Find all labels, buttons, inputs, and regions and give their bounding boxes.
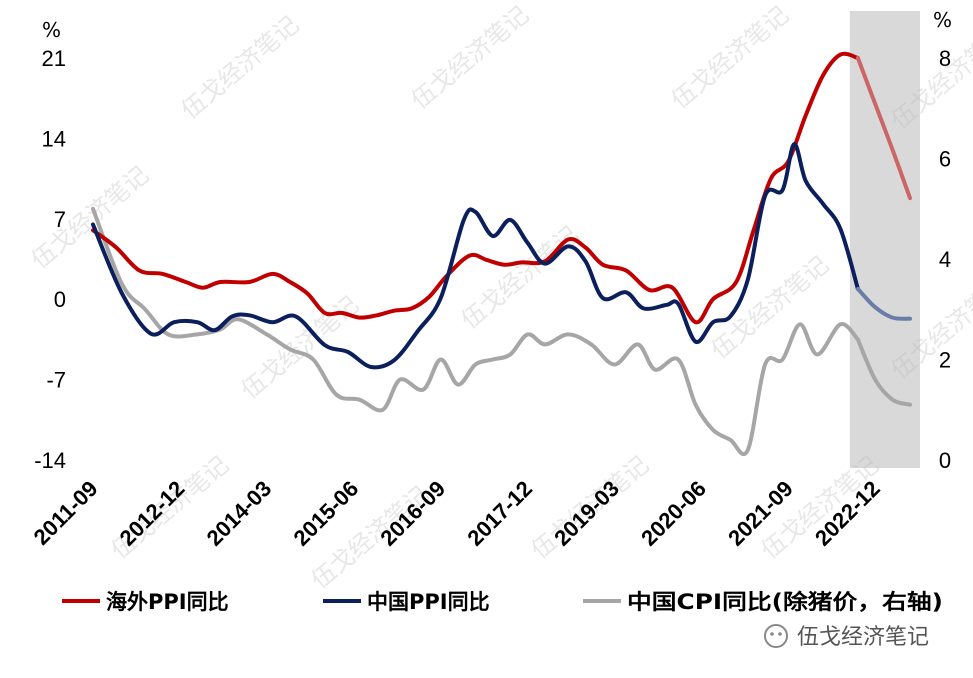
forecast-shade [849, 11, 920, 468]
x-tick-label: 2017-12 [462, 476, 537, 551]
left-tick-label: -14 [34, 448, 66, 473]
left-axis-unit: % [42, 18, 61, 42]
left-tick-label: 14 [42, 126, 66, 151]
legend-label-overseas-ppi: 海外PPI同比 [106, 590, 229, 614]
left-tick-label: 0 [54, 287, 66, 312]
watermark-text: 伍戈经济笔记 [706, 251, 834, 365]
right-tick-label: 0 [939, 448, 951, 473]
watermark-text: 伍戈经济笔记 [666, 1, 794, 115]
legend-label-china-ppi: 中国PPI同比 [367, 590, 490, 614]
watermark-text: 伍戈经济笔记 [26, 161, 154, 275]
watermark-text: 伍戈经济笔记 [406, 1, 534, 115]
wechat-icon-dot [778, 632, 782, 636]
right-tick-label: 2 [939, 348, 951, 373]
source-mark: 伍戈经济笔记 [764, 624, 929, 650]
wechat-icon-dot [770, 632, 774, 636]
x-tick-label: 2011-09 [29, 476, 103, 550]
right-axis-unit: % [933, 8, 952, 32]
watermark-text: 伍戈经济笔记 [176, 11, 304, 125]
left-tick-label: 21 [42, 46, 66, 71]
watermark-text: 伍戈经济笔记 [236, 291, 364, 405]
series-line-shaded [855, 286, 912, 321]
left-axis-ticks: 21 14 7 0 -7 -14 [34, 46, 66, 473]
right-axis-ticks: 8 6 4 2 0 [939, 46, 951, 473]
legend-label-china-cpi: 中国CPI同比(除猪价，右轴) [627, 590, 943, 614]
series-line-shaded [855, 56, 912, 201]
legend: 海外PPI同比 中国PPI同比 中国CPI同比(除猪价，右轴) [62, 590, 943, 614]
left-tick-label: -7 [46, 368, 66, 393]
series-layer [91, 51, 912, 457]
watermark-text: 伍戈经济笔记 [456, 221, 584, 335]
x-axis-ticks: 2011-09 2012-12 2014-03 2015-06 2016-09 2017-… [29, 476, 885, 551]
wechat-icon [764, 624, 788, 648]
source-label: 伍戈经济笔记 [797, 625, 929, 650]
x-tick-label: 2020-06 [636, 476, 711, 551]
right-tick-label: 8 [939, 46, 951, 71]
series-line [91, 51, 860, 325]
series-line [91, 142, 860, 370]
series-line [91, 206, 860, 457]
right-tick-label: 6 [939, 147, 951, 172]
series-line-shaded [855, 337, 912, 407]
left-tick-label: 7 [54, 207, 66, 232]
right-tick-label: 4 [939, 247, 951, 272]
